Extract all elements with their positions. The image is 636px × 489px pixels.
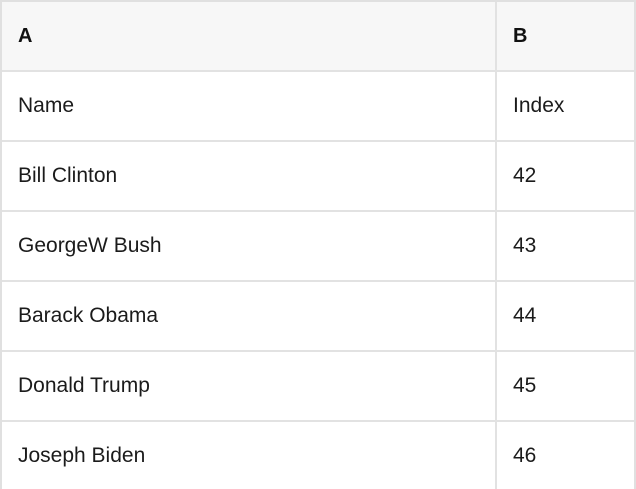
cell-b4-text: 44	[513, 304, 537, 327]
table-row: Donald Trump 45	[2, 352, 634, 422]
table-row: Joseph Biden 46	[2, 422, 634, 489]
cell-b1-text: Index	[513, 94, 565, 117]
cell-a4[interactable]: Barack Obama	[2, 282, 497, 350]
cell-b6[interactable]: 46	[497, 422, 634, 489]
cell-a2[interactable]: Bill Clinton	[2, 142, 497, 210]
column-header-a-label: A	[18, 24, 33, 47]
cell-a5[interactable]: Donald Trump	[2, 352, 497, 420]
table-row: Name Index	[2, 72, 634, 142]
cell-a5-text: Donald Trump	[18, 374, 150, 397]
cell-a6[interactable]: Joseph Biden	[2, 422, 497, 489]
cell-a1-text: Name	[18, 94, 75, 117]
cell-b3[interactable]: 43	[497, 212, 634, 280]
cell-b4[interactable]: 44	[497, 282, 634, 350]
cell-b3-text: 43	[513, 234, 537, 257]
table-row: GeorgeW Bush 43	[2, 212, 634, 282]
cell-a3-text: GeorgeW Bush	[18, 234, 162, 257]
cell-a4-text: Barack Obama	[18, 304, 159, 327]
table-row: Bill Clinton 42	[2, 142, 634, 212]
table-header-row: A B	[2, 2, 634, 72]
cell-a1[interactable]: Name	[2, 72, 497, 140]
cell-b2-text: 42	[513, 164, 537, 187]
cell-b2[interactable]: 42	[497, 142, 634, 210]
cell-a2-text: Bill Clinton	[18, 164, 118, 187]
table-row: Barack Obama 44	[2, 282, 634, 352]
column-header-b[interactable]: B	[497, 2, 634, 70]
cell-b5[interactable]: 45	[497, 352, 634, 420]
column-header-a[interactable]: A	[2, 2, 497, 70]
cell-b1[interactable]: Index	[497, 72, 634, 140]
cell-b6-text: 46	[513, 444, 537, 467]
cell-a6-text: Joseph Biden	[18, 444, 146, 467]
cell-a3[interactable]: GeorgeW Bush	[2, 212, 497, 280]
cell-b5-text: 45	[513, 374, 537, 397]
column-header-b-label: B	[513, 24, 528, 47]
